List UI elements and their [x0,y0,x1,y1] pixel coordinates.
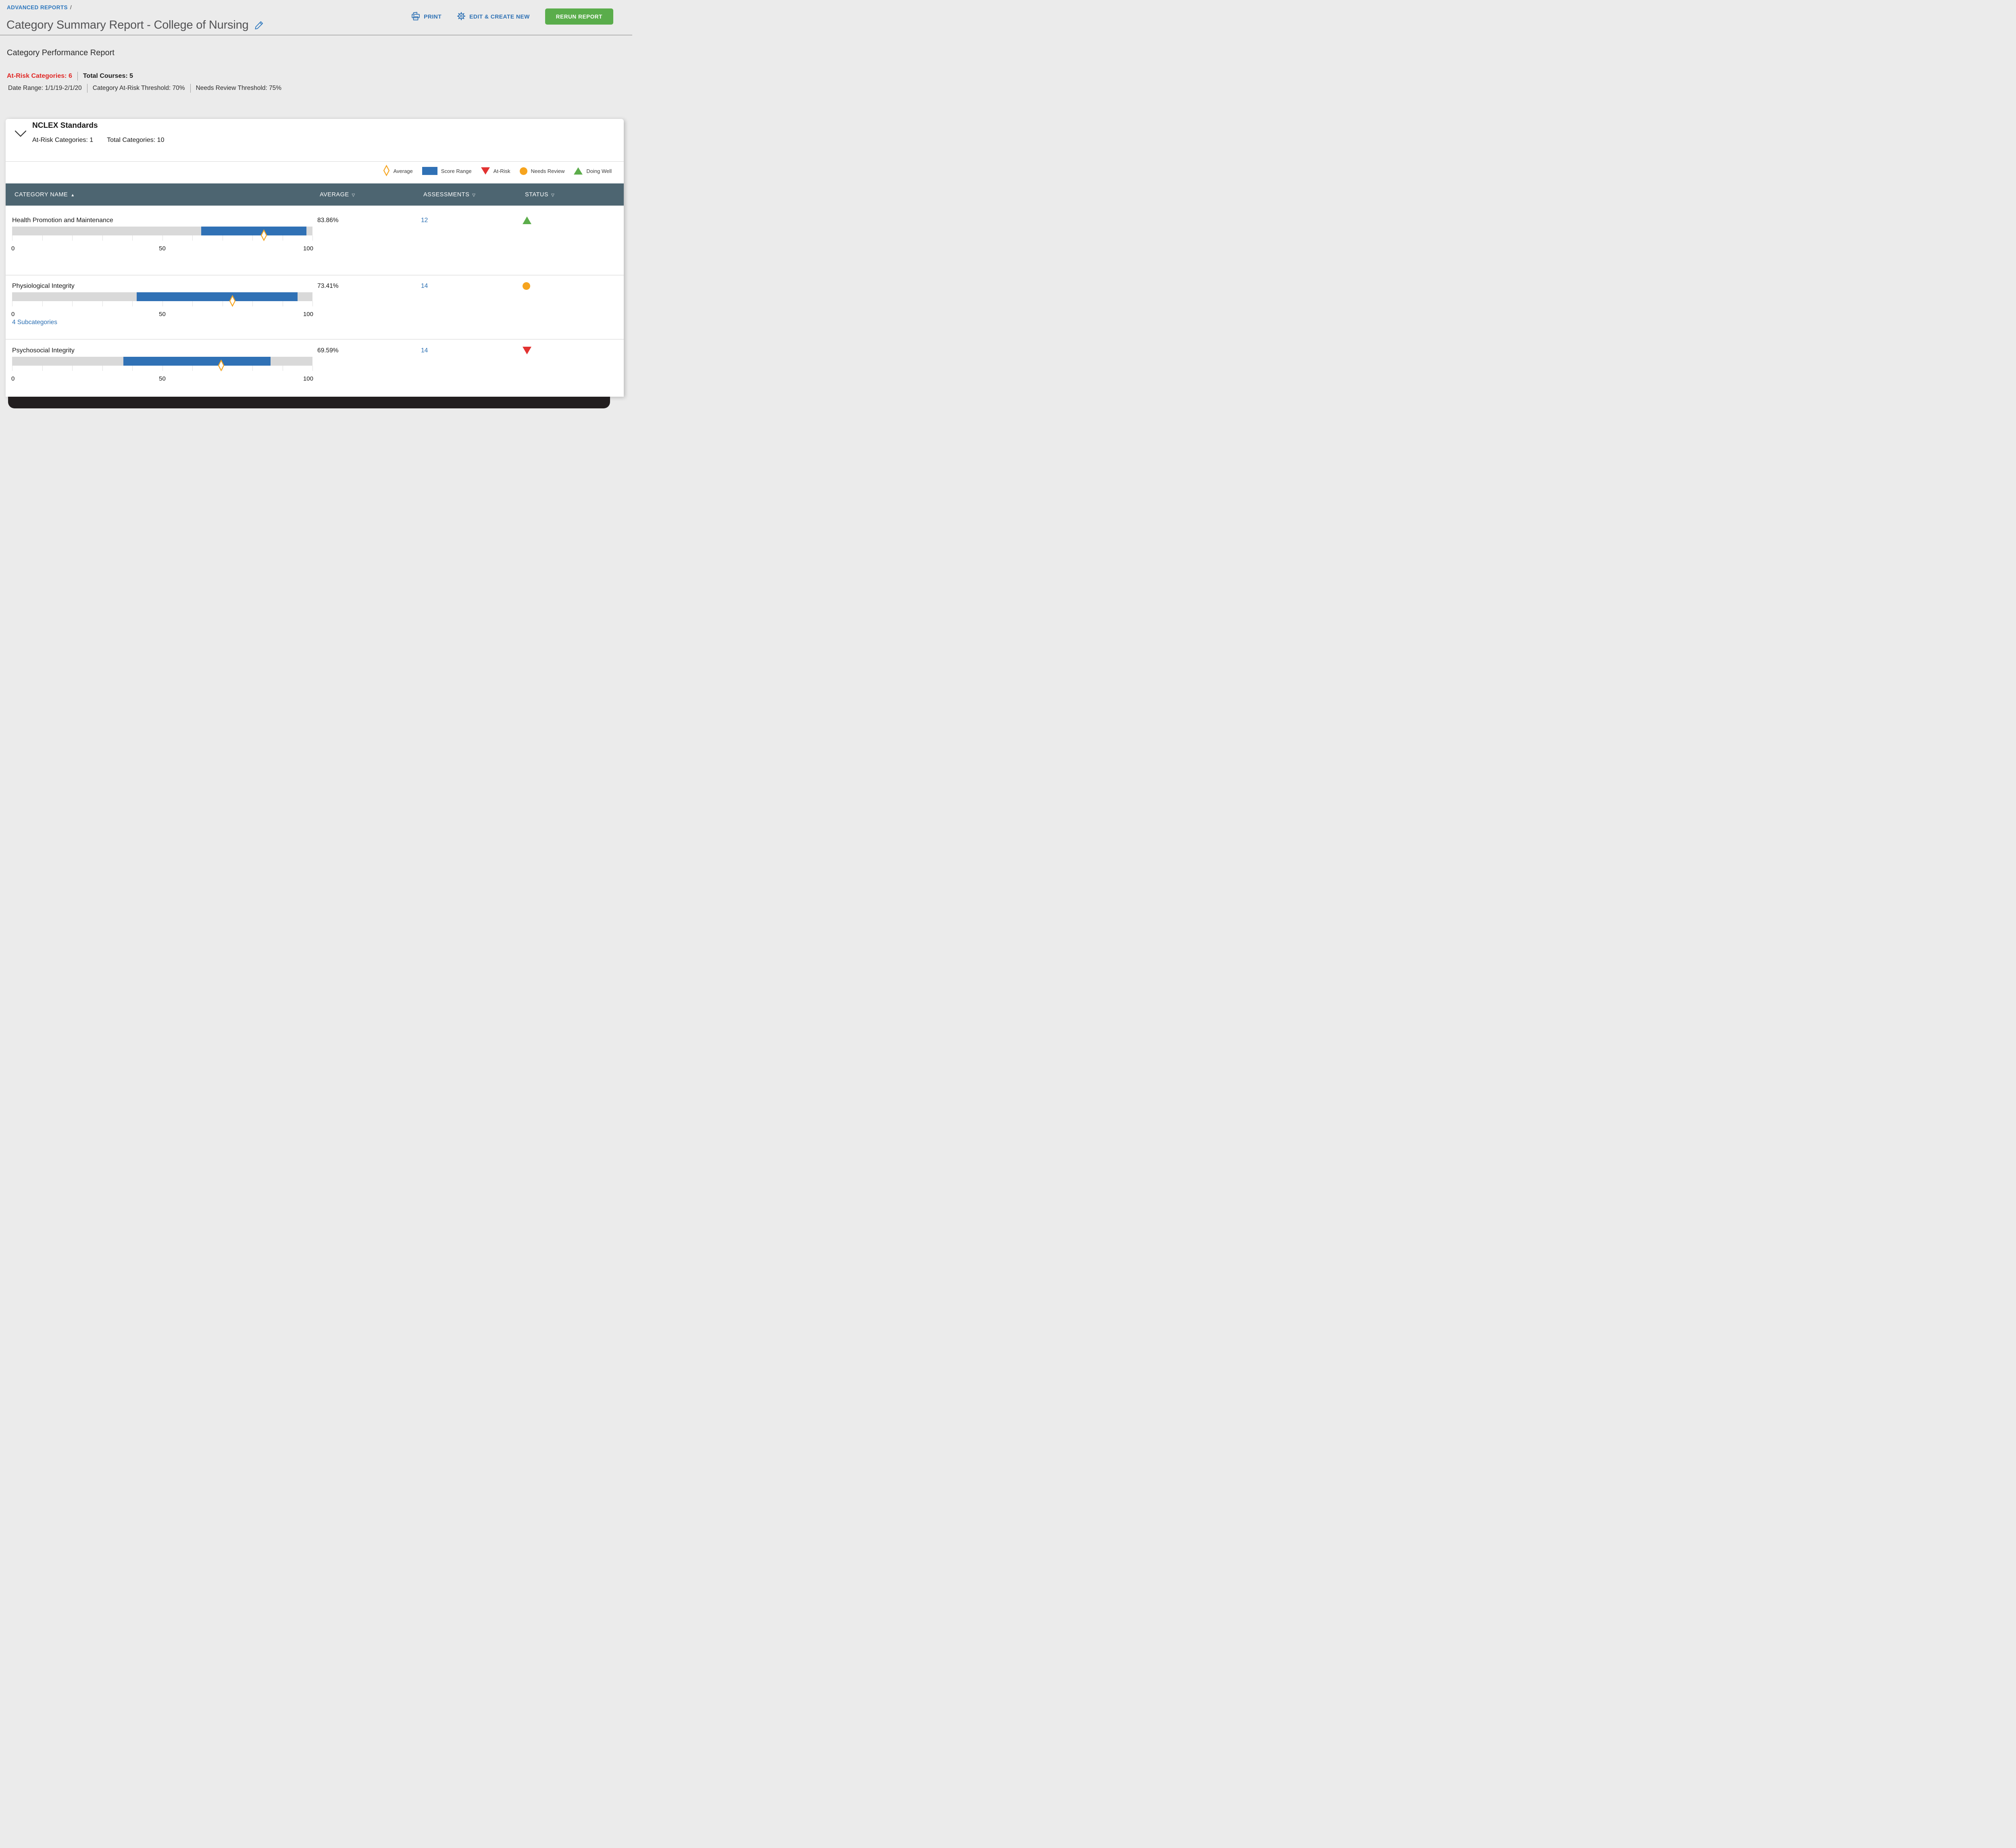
average-diamond-marker [218,360,225,371]
score-range-fill [123,357,271,366]
status-cell [523,282,539,290]
legend: Average Score Range At-Risk Needs Review… [383,164,612,177]
axis-label-mid: 50 [159,311,166,318]
legend-label-average: Average [393,168,413,174]
at-risk-threshold: Category At-Risk Threshold: 70% [92,85,185,92]
card-divider [6,161,624,162]
axis-label-min: 0 [11,245,15,252]
needs-review-status-icon [523,282,530,290]
breadcrumb: ADVANCED REPORTS / [7,4,72,10]
print-button[interactable]: PRINT [411,12,442,22]
score-range-fill [201,227,307,235]
legend-item-doing-well: Doing Well [574,167,612,175]
sort-ascending-icon: ▲ [71,193,75,198]
legend-item-average: Average [383,164,413,177]
table-row: Psychosocial Integrity 0 50 100 69.59% 1… [6,339,624,397]
axis-label-max: 100 [303,375,313,382]
average-diamond-marker [261,229,267,241]
status-cell [523,347,539,354]
sort-header-average[interactable]: AVERAGE ▽ [317,183,358,206]
legend-item-at-risk: At-Risk [481,167,510,175]
average-value: 69.59% [317,347,339,354]
title-row: Category Summary Report - College of Nur… [6,18,264,32]
sort-header-category-name[interactable]: CATEGORY NAME ▲ [12,183,77,206]
axis-ticks [12,235,313,241]
subcategories-link[interactable]: 4 Subcategories [12,319,58,326]
print-label: PRINT [424,13,442,20]
collapse-chevron-down-icon[interactable] [15,130,27,139]
legend-item-needs-review: Needs Review [519,167,565,175]
group-name: NCLEX Standards [32,121,98,130]
score-range-swatch-icon [422,167,437,175]
score-range-bar: 0 50 100 [11,292,313,318]
category-name: Psychosocial Integrity [12,347,75,354]
sort-icon: ▽ [352,193,355,198]
page-title: Category Summary Report - College of Nur… [6,18,249,31]
group-stats: At-Risk Categories: 1 Total Categories: … [32,137,164,144]
sort-header-status[interactable]: STATUS ▽ [523,183,557,206]
axis-label-max: 100 [303,245,313,252]
needs-review-circle-icon [519,167,527,175]
edit-create-new-label: EDIT & CREATE NEW [469,13,530,20]
axis-label-max: 100 [303,311,313,318]
group-at-risk-categories: At-Risk Categories: 1 [32,137,94,144]
performance-report-heading: Category Performance Report [7,48,115,57]
group-total-categories: Total Categories: 10 [107,137,165,144]
nclex-standards-card: NCLEX Standards At-Risk Categories: 1 To… [6,119,624,397]
at-risk-categories-count: At-Risk Categories: 6 [7,73,72,79]
average-value: 83.86% [317,217,339,224]
axis-label-min: 0 [11,311,15,318]
axis-label-mid: 50 [159,375,166,382]
score-range-bar: 0 50 100 [11,357,313,382]
average-diamond-icon [383,164,390,177]
separator [77,72,78,81]
date-range: Date Range: 1/1/19-2/1/20 [8,85,82,92]
at-risk-triangle-down-icon [481,167,490,175]
legend-label-doing-well: Doing Well [586,168,612,174]
sort-icon: ▽ [551,193,555,198]
axis-label-min: 0 [11,375,15,382]
sort-icon: ▽ [472,193,476,198]
gear-icon [457,12,466,22]
legend-label-score-range: Score Range [441,168,472,174]
axis-ticks [12,301,313,306]
average-value: 73.41% [317,283,339,289]
legend-label-at-risk: At-Risk [493,168,510,174]
table-row: Physiological Integrity 0 50 100 4 Subca… [6,275,624,339]
score-range-bar: 0 50 100 [11,227,313,252]
summary-counts-line: At-Risk Categories: 6 Total Courses: 5 [7,72,133,81]
edit-title-pencil-icon[interactable] [254,20,264,32]
assessments-link[interactable]: 12 [421,217,428,224]
printer-icon [411,12,420,22]
doing-well-triangle-up-icon [574,167,583,175]
average-diamond-marker [229,295,236,307]
breadcrumb-link-advanced-reports[interactable]: ADVANCED REPORTS [7,4,68,10]
axis-label-mid: 50 [159,245,166,252]
axis-ticks [12,366,313,371]
category-name: Health Promotion and Maintenance [12,217,113,224]
score-range-fill [137,292,298,301]
legend-label-needs-review: Needs Review [531,168,565,174]
assessments-link[interactable]: 14 [421,347,428,354]
status-cell [523,216,539,224]
total-courses-count: Total Courses: 5 [83,73,133,79]
summary-filters-line: Date Range: 1/1/19-2/1/20 Category At-Ri… [8,84,281,93]
screen: ADVANCED REPORTS / Category Summary Repor… [0,0,632,408]
category-name: Physiological Integrity [12,283,75,289]
top-actions: PRINT [411,8,613,25]
legend-item-score-range: Score Range [422,167,472,175]
bottom-window-bar [8,397,610,408]
needs-review-threshold: Needs Review Threshold: 75% [196,85,282,92]
rerun-report-button[interactable]: RERUN REPORT [545,8,613,25]
doing-well-status-icon [523,216,531,224]
assessments-link[interactable]: 14 [421,283,428,289]
table-header: CATEGORY NAME ▲ AVERAGE ▽ ASSESSMENTS ▽ … [6,183,624,206]
at-risk-status-icon [523,347,531,354]
edit-create-new-button[interactable]: EDIT & CREATE NEW [457,12,530,22]
sort-header-assessments[interactable]: ASSESSMENTS ▽ [421,183,478,206]
separator [190,84,191,93]
breadcrumb-separator: / [70,4,72,10]
table-row: Health Promotion and Maintenance 0 50 10… [6,206,624,275]
